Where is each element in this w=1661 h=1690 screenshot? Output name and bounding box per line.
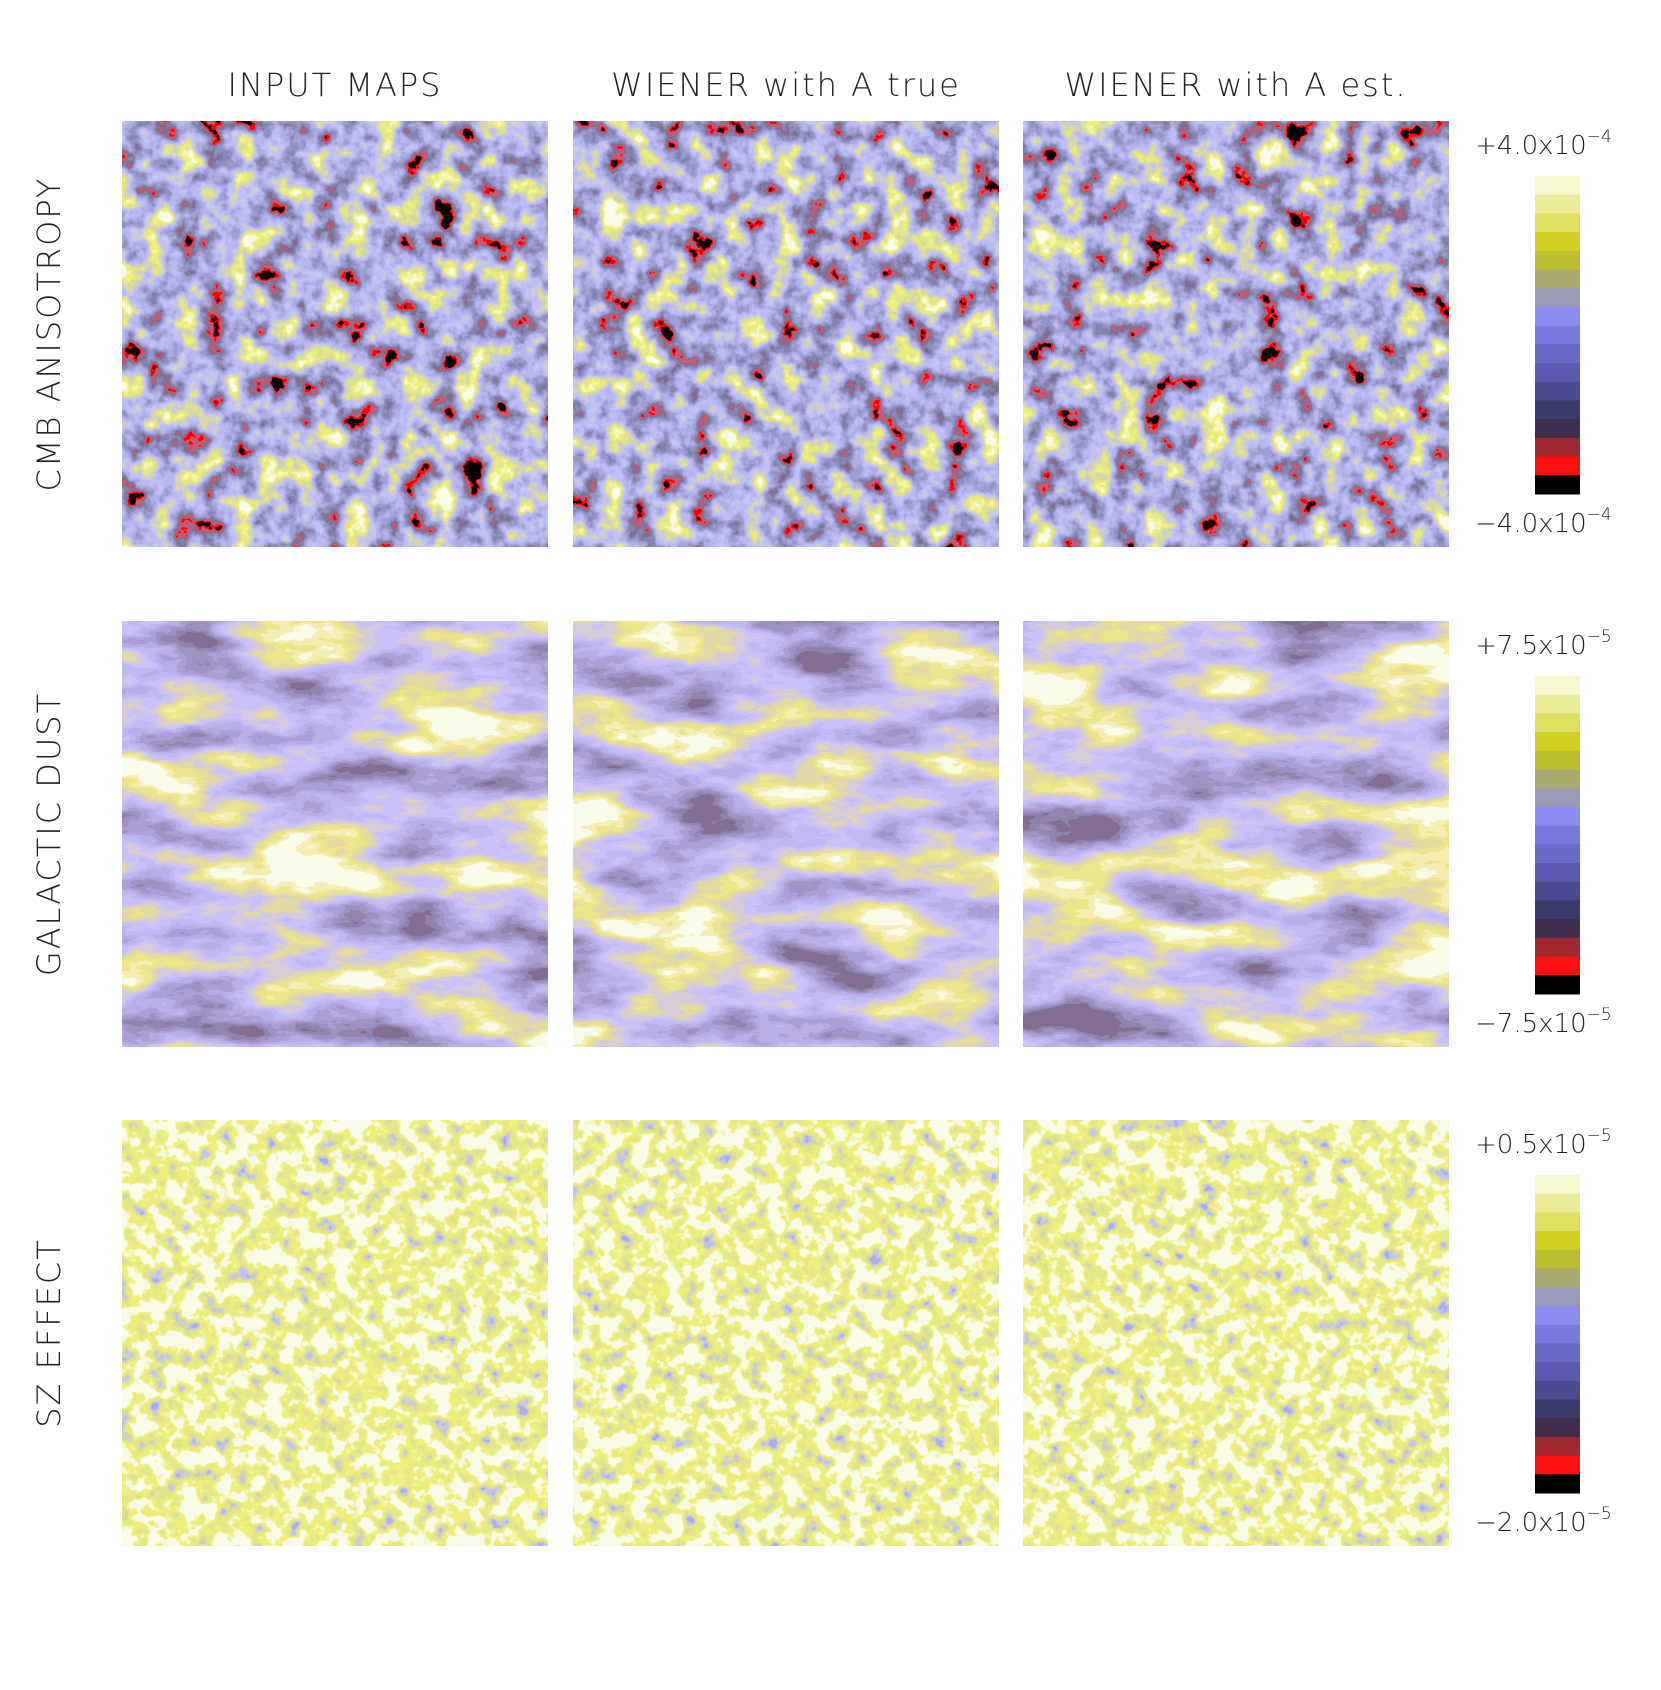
colorbar-step — [1535, 1474, 1580, 1494]
colorbar-step — [1535, 1268, 1580, 1288]
colorbar-step — [1535, 937, 1580, 958]
colorbar-min-label: −2.0x10−5 — [1475, 1504, 1612, 1538]
colorbar-step — [1535, 769, 1580, 789]
map-image — [122, 1120, 548, 1546]
colorbar-step — [1535, 194, 1580, 214]
map-image — [573, 1120, 999, 1546]
colorbar-step — [1535, 1399, 1580, 1419]
row-label: GALACTIC DUST — [30, 692, 68, 976]
colorbar-step — [1535, 250, 1580, 271]
column-header: INPUT MAPS — [228, 66, 443, 104]
colorbar-min-label: −7.5x10−5 — [1475, 1005, 1612, 1039]
colorbar-step — [1535, 400, 1580, 420]
colorbar-step — [1535, 1249, 1580, 1270]
colorbar-step — [1535, 344, 1580, 364]
mantissa: +4.0x10 — [1475, 131, 1587, 161]
exponent: −5 — [1587, 1504, 1612, 1524]
exponent: −4 — [1587, 127, 1612, 147]
colorbar-step — [1535, 363, 1580, 383]
colorbar-step — [1535, 1418, 1580, 1438]
colorbar-step — [1535, 919, 1580, 939]
row-label: SZ EFFECT — [30, 1238, 68, 1428]
map-image — [1023, 1120, 1449, 1546]
colorbar-step — [1535, 325, 1580, 345]
colorbar-step — [1535, 788, 1580, 808]
colorbar-step — [1535, 437, 1580, 458]
colorbar-step — [1535, 1212, 1580, 1232]
colorbar-step — [1535, 381, 1580, 401]
colorbar-step — [1535, 732, 1580, 752]
colorbar-step — [1535, 1362, 1580, 1382]
colorbar-max-label: +4.0x10−4 — [1475, 127, 1612, 161]
colorbar-step — [1535, 975, 1580, 995]
colorbar-step — [1535, 176, 1580, 196]
colorbar-step — [1535, 1175, 1580, 1195]
colorbar-step — [1535, 844, 1580, 864]
colorbar-step — [1535, 1343, 1580, 1363]
colorbar-step — [1535, 456, 1580, 476]
colorbar-step — [1535, 1436, 1580, 1457]
map-image — [573, 121, 999, 547]
colorbar-step — [1535, 825, 1580, 845]
mantissa: −4.0x10 — [1475, 509, 1587, 539]
row-label: CMB ANISOTROPY — [30, 177, 68, 492]
map-image — [122, 121, 548, 547]
map-image — [122, 621, 548, 1047]
colorbar-step — [1535, 1231, 1580, 1251]
colorbar-step — [1535, 956, 1580, 976]
colorbar-step — [1535, 475, 1580, 495]
colorbar-min-label: −4.0x10−4 — [1475, 505, 1612, 539]
colorbar-step — [1535, 676, 1580, 696]
colorbar-step — [1535, 863, 1580, 883]
colorbar-step — [1535, 269, 1580, 289]
colorbar-step — [1535, 713, 1580, 733]
exponent: −4 — [1587, 505, 1612, 525]
colorbar-step — [1535, 306, 1580, 327]
colorbar-step — [1535, 806, 1580, 827]
colorbar-step — [1535, 900, 1580, 920]
exponent: −5 — [1587, 1126, 1612, 1146]
colorbar-step — [1535, 750, 1580, 771]
colorbar-step — [1535, 232, 1580, 252]
colorbar-max-label: +7.5x10−5 — [1475, 627, 1612, 661]
map-image — [1023, 121, 1449, 547]
colorbar-step — [1535, 1287, 1580, 1307]
panels: INPUT MAPS WIENER with A true WIENER with … — [30, 66, 1612, 1546]
mantissa: −7.5x10 — [1475, 1009, 1587, 1039]
mantissa: +0.5x10 — [1475, 1130, 1587, 1160]
mantissa: −2.0x10 — [1475, 1508, 1587, 1538]
colorbar-step — [1535, 1193, 1580, 1213]
colorbar-step — [1535, 694, 1580, 714]
colorbar-step — [1535, 1455, 1580, 1475]
colorbar-step — [1535, 881, 1580, 901]
colorbar-step — [1535, 288, 1580, 308]
colorbar-step — [1535, 419, 1580, 439]
colorbar-step — [1535, 1305, 1580, 1326]
colorbar-step — [1535, 213, 1580, 233]
column-header: WIENER with A true — [611, 66, 961, 104]
exponent: −5 — [1587, 627, 1612, 647]
map-image — [1023, 621, 1449, 1047]
exponent: −5 — [1587, 1005, 1612, 1025]
colorbar-step — [1535, 1380, 1580, 1400]
mantissa: +7.5x10 — [1475, 631, 1587, 661]
map-image — [573, 621, 999, 1047]
colorbar-step — [1535, 1324, 1580, 1344]
colorbar-max-label: +0.5x10−5 — [1475, 1126, 1612, 1160]
column-header: WIENER with A est. — [1064, 66, 1407, 104]
